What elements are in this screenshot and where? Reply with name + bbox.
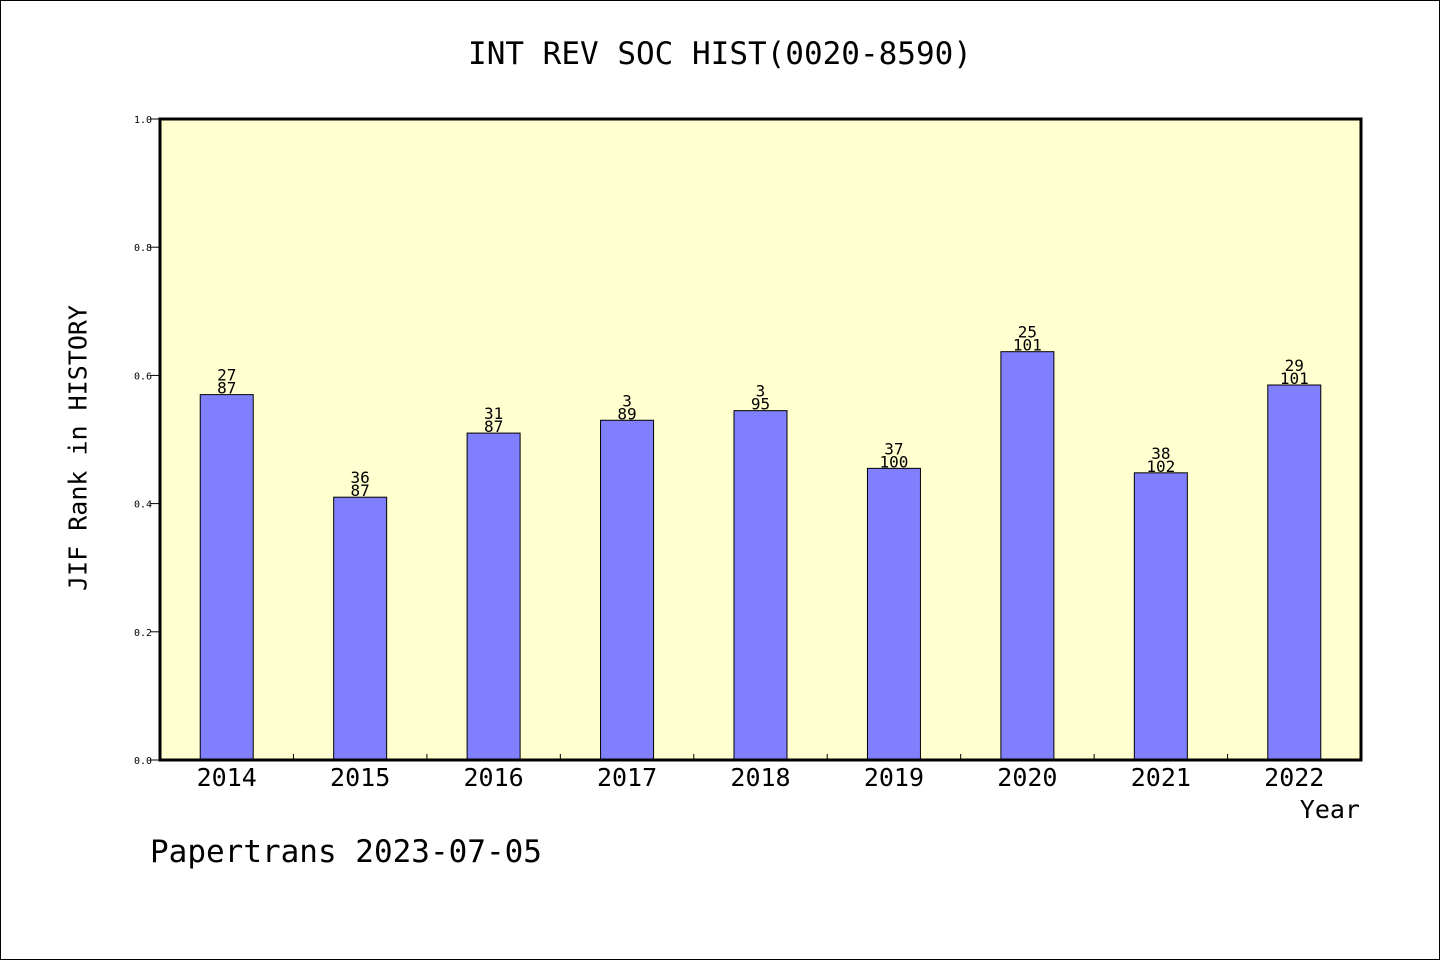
bar-rank-label: 3 — [622, 391, 632, 410]
bar-total-label: 101 — [1013, 336, 1042, 355]
x-tick-label: 2020 — [997, 763, 1057, 792]
bar — [466, 432, 521, 761]
plot-border — [158, 117, 1363, 762]
x-tick-label: 2017 — [597, 763, 657, 792]
bar-total-label: 100 — [879, 452, 908, 471]
bar-rank-label: 38 — [1151, 444, 1170, 463]
bar-total-label: 89 — [617, 404, 636, 423]
footer-credit: Papertrans 2023-07-05 — [150, 834, 542, 870]
bar — [733, 410, 788, 761]
bar — [600, 419, 655, 761]
bar-total-label: 101 — [1280, 369, 1309, 388]
x-tick-label: 2021 — [1131, 763, 1191, 792]
x-tick-label: 2016 — [464, 763, 524, 792]
bar-total-label: 87 — [484, 417, 503, 436]
bar — [866, 467, 921, 761]
bar — [199, 394, 254, 761]
bar-total-label: 102 — [1146, 457, 1175, 476]
y-tick-label: 0.4 — [134, 500, 152, 511]
bar-rank-label: 31 — [484, 404, 503, 423]
bar — [1267, 384, 1322, 761]
bar-rank-label: 36 — [351, 468, 370, 487]
bar — [333, 496, 388, 761]
y-tick-label: 0.2 — [134, 628, 152, 639]
y-tick-label: 0.0 — [134, 756, 152, 767]
x-tick-label: 2019 — [864, 763, 924, 792]
y-tick-label: 0.6 — [134, 371, 152, 382]
x-tick-label: 2018 — [730, 763, 790, 792]
bar — [1133, 472, 1188, 761]
bar-total-label: 87 — [351, 481, 370, 500]
bar-rank-label: 25 — [1018, 323, 1037, 342]
bar-rank-label: 37 — [884, 439, 903, 458]
y-tick-label: 0.8 — [134, 243, 152, 254]
bar — [1000, 351, 1055, 761]
chart-title: INT REV SOC HIST(0020-8590) — [468, 36, 972, 72]
y-tick-label: 1.0 — [134, 115, 152, 126]
bar-total-label: 87 — [217, 379, 236, 398]
bar-total-label: 95 — [751, 395, 770, 414]
bar-rank-label: 27 — [217, 366, 236, 385]
x-tick-label: 2014 — [197, 763, 257, 792]
x-tick-label: 2015 — [330, 763, 390, 792]
x-axis-label: Year — [1299, 795, 1360, 824]
x-tick-label: 2022 — [1264, 763, 1324, 792]
bar-rank-label: 29 — [1285, 356, 1304, 375]
bar-rank-label: 3 — [756, 382, 766, 401]
